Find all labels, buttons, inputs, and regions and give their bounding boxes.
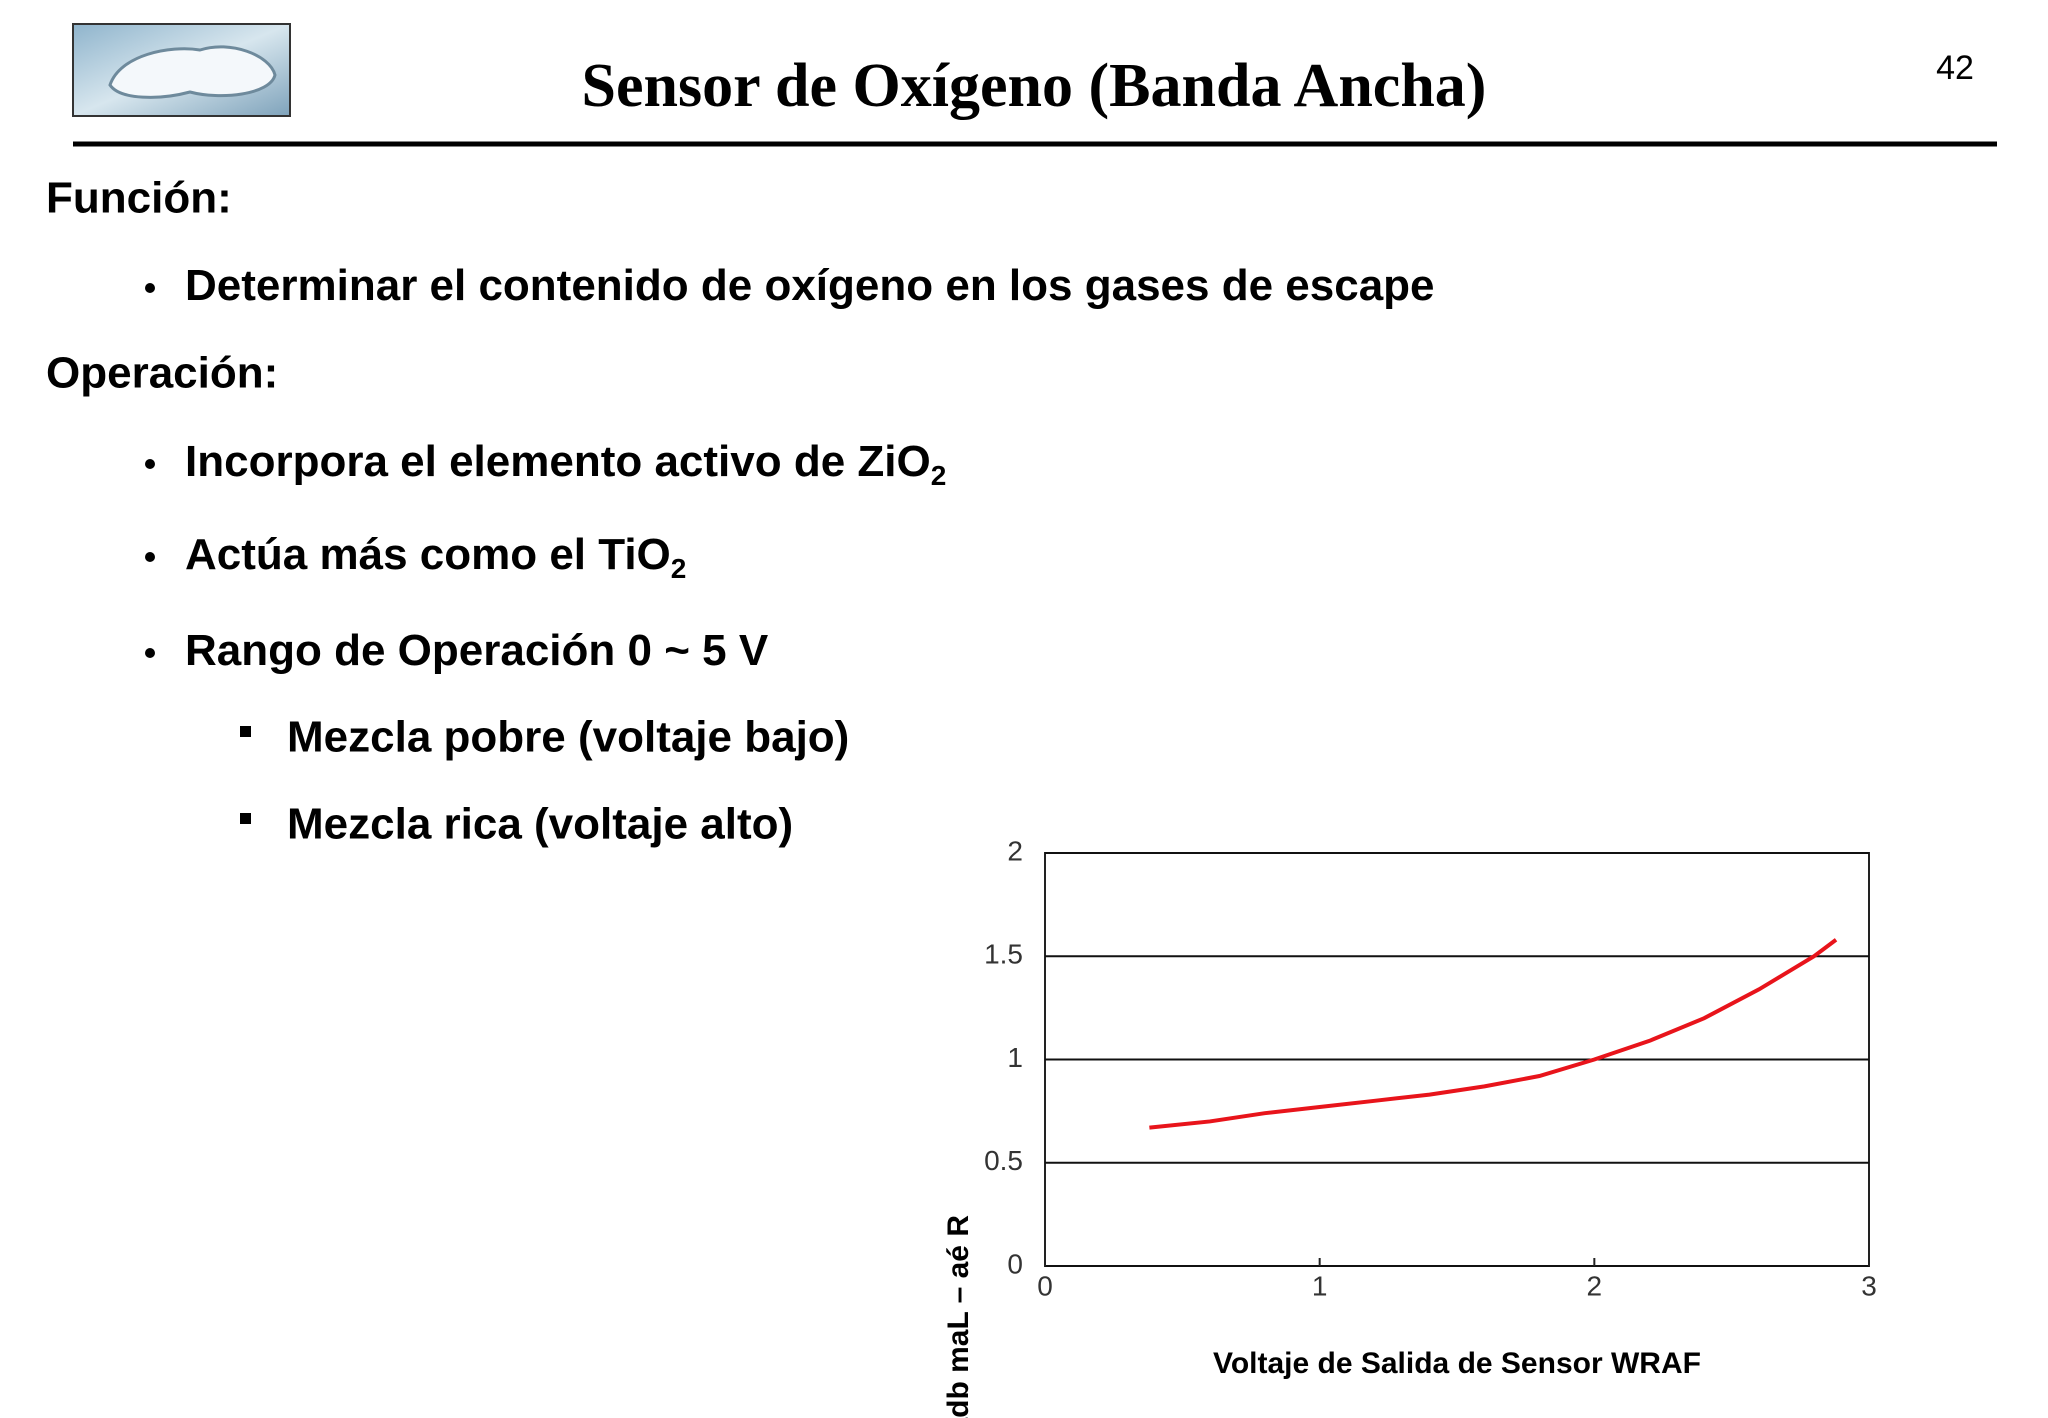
x-tick-label: 3 [1861,1270,1877,1301]
x-tick-label: 0 [1037,1270,1053,1301]
text: Rango de Operación 0 ~ 5 V [185,626,769,675]
section-heading: Función: [46,174,232,223]
y-tick-label: 0.5 [984,1145,1023,1176]
x-axis-label: Voltaje de Salida de Sensor WRAF [1213,1347,1701,1380]
x-tick-label: 1 [1312,1270,1328,1301]
y-tick-label: 0 [1007,1248,1023,1279]
logo [72,23,291,117]
bullet [145,283,155,293]
subscript: 2 [931,460,947,491]
bullet [145,648,155,658]
slide-body: Función: Determinar el contenido de oxíge… [46,174,1435,849]
data-line [1149,938,1838,1130]
text: Actúa más como el TiO [185,530,671,579]
section-heading: Operación: [46,349,278,398]
page-number: 42 [1936,49,1974,87]
bullet-text: Rango de Operación 0 ~ 5 V [185,626,769,675]
chart: 0 0.5 1 1.5 2 0 1 2 3 Voltaje de Salida de Sensor… [942,835,1877,1418]
text: Incorpora el elemento activo de ZiO [185,437,931,486]
square-bullet [240,726,251,737]
y-tick-label: 1 [1007,1042,1023,1073]
bullet-text: Determinar el contenido de oxígeno en lo… [185,261,1435,310]
bullet-text: Actúa más como el TiO2 [185,530,686,585]
text: Determinar el contenido de oxígeno en lo… [185,261,1435,310]
square-bullet [240,813,251,824]
bullet-text: Incorpora el elemento activo de ZiO2 [185,437,946,492]
x-tick-label: 2 [1587,1270,1603,1301]
y-tick-label: 2 [1007,835,1023,866]
sub-bullet-text: Mezcla rica (voltaje alto) [287,800,793,849]
bullet [145,459,155,469]
slide-title: Sensor de Oxígeno (Banda Ancha) [582,52,1487,120]
y-tick-label: 1.5 [984,939,1023,970]
y-axis-label: adb maL – aé R [942,1215,975,1418]
subscript: 2 [671,553,687,584]
bullet [145,552,155,562]
sub-bullet-text: Mezcla pobre (voltaje bajo) [287,713,849,762]
